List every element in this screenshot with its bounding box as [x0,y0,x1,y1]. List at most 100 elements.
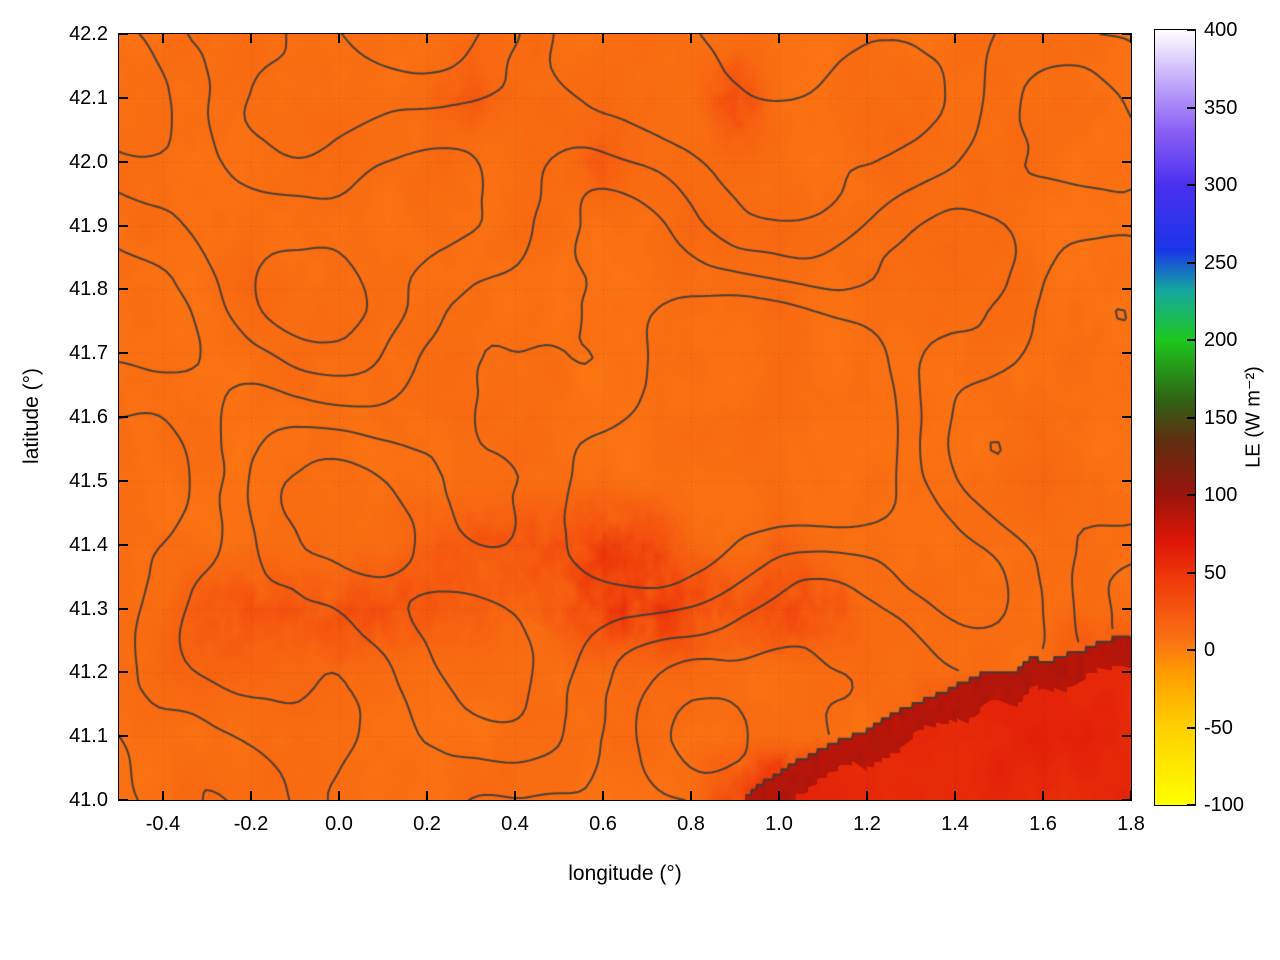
colorbar-tick-mark [1187,106,1195,109]
x-tick-mark [866,34,868,43]
x-tick-mark [778,791,780,800]
y-tick-mark [1122,479,1131,482]
y-tick-label: 42.0 [69,150,108,173]
colorbar-tick-mark [1187,726,1195,729]
y-tick-mark [119,799,128,801]
y-tick-mark [1122,288,1131,291]
colorbar-tick-mark [1187,649,1195,651]
y-tick-mark [1122,33,1131,35]
x-tick-label: 1.6 [1029,813,1057,835]
y-tick-label: 42.1 [69,86,108,109]
x-tick-mark [162,34,164,43]
x-tick-mark [690,791,692,800]
x-tick-label: 0.6 [589,813,617,835]
x-tick-label: 1.0 [765,813,793,835]
y-tick-mark [1122,671,1131,674]
x-tick-mark [602,791,604,800]
y-tick-label: 41.3 [69,597,108,620]
colorbar-tick-mark [1187,184,1195,186]
x-tick-mark [1130,34,1132,43]
heatmap-canvas [119,34,1131,800]
x-tick-label: -0.4 [145,813,181,835]
y-tick-mark [1122,96,1131,99]
y-tick-mark [1122,735,1131,738]
y-tick-mark [119,224,128,227]
x-tick-mark [250,34,252,43]
x-tick-mark [954,34,956,43]
y-tick-mark [119,33,128,35]
colorbar-tick-label: 250 [1204,251,1238,274]
x-tick-mark [602,34,604,43]
y-tick-mark [119,607,128,610]
colorbar-tick-mark [1187,571,1195,574]
y-tick-mark [119,160,128,163]
colorbar-tick-mark [1187,804,1195,806]
y-tick-label: 41.5 [69,469,108,492]
colorbar-tick-mark [1187,261,1195,264]
x-tick-label: 0.8 [677,813,705,835]
y-tick-mark [1122,607,1131,610]
colorbar-tick-label: 150 [1204,406,1238,429]
y-tick-label: 41.2 [69,661,108,684]
colorbar-tick-label: 300 [1204,174,1238,196]
y-tick-mark [119,416,128,418]
x-tick-mark [1130,791,1132,800]
colorbar-tick-label: 400 [1204,19,1238,41]
y-tick-mark [1122,416,1131,418]
y-tick-mark [1122,224,1131,227]
colorbar-tick-mark [1187,339,1195,341]
x-tick-mark [514,791,516,800]
colorbar-tick-mark [1187,494,1195,496]
y-tick-label: 41.4 [69,533,108,556]
x-tick-mark [426,34,428,43]
x-tick-mark [162,791,164,800]
heatmap-plot-area [118,33,1132,801]
x-tick-mark [426,791,428,800]
x-tick-mark [690,34,692,43]
x-tick-mark [866,791,868,800]
x-tick-mark [954,791,956,800]
colorbar-tick-label: 0 [1204,639,1216,661]
y-tick-mark [119,671,128,674]
x-tick-mark [250,791,252,800]
x-tick-mark [514,34,516,43]
x-tick-mark [338,791,340,800]
y-tick-label: 41.6 [69,406,108,428]
y-tick-mark [1122,160,1131,163]
y-tick-mark [119,735,128,738]
x-tick-label: 0.4 [501,813,529,835]
x-tick-label: 0.0 [325,813,353,835]
x-tick-mark [1042,34,1044,43]
y-tick-label: 41.1 [69,725,108,748]
colorbar-tick-label: -50 [1204,716,1233,739]
colorbar-tick-label: -100 [1204,794,1245,816]
y-tick-mark [1122,352,1131,355]
colorbar-tick-mark [1187,416,1195,419]
x-tick-label: 1.2 [853,813,881,835]
y-tick-mark [119,96,128,99]
x-tick-mark [778,34,780,43]
x-tick-label: 1.8 [1117,813,1145,835]
x-tick-label: 0.2 [413,813,441,835]
colorbar-tick-mark [1187,29,1195,31]
x-tick-label: -0.2 [233,813,269,835]
y-tick-label: 41.7 [69,342,108,365]
y-tick-mark [119,352,128,355]
y-tick-mark [119,479,128,482]
y-tick-label: 41.0 [69,789,108,811]
x-tick-mark [338,34,340,43]
colorbar-tick-label: 350 [1204,96,1238,119]
y-tick-label: 41.8 [69,278,108,301]
y-tick-mark [119,543,128,546]
x-tick-mark [1042,791,1044,800]
y-tick-mark [119,288,128,291]
y-tick-label: 42.2 [69,23,108,45]
y-tick-mark [1122,799,1131,801]
colorbar-tick-label: 50 [1204,561,1227,584]
x-axis-label: longitude (°) [568,862,682,885]
x-tick-label: 1.4 [941,813,969,835]
colorbar-tick-label: 100 [1204,484,1238,506]
colorbar-tick-label: 200 [1204,329,1238,351]
y-tick-label: 41.9 [69,214,108,237]
